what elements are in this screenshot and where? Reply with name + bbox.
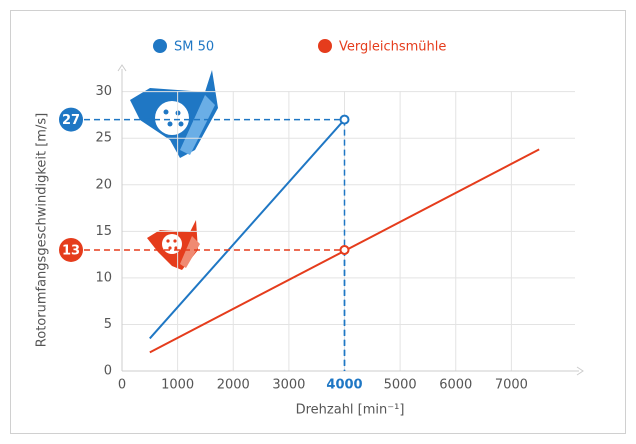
y-tick-label: 10 <box>95 270 112 285</box>
frame <box>10 10 626 434</box>
y-tick-label: 25 <box>95 131 112 146</box>
annotation-marker <box>339 114 350 125</box>
y-tick-label: 30 <box>95 84 112 99</box>
x-tick-label: 3000 <box>272 378 305 393</box>
legend-marker <box>318 39 332 53</box>
y-axis-arrow <box>117 64 127 72</box>
series-line <box>149 118 346 340</box>
x-tick-label: 1000 <box>161 378 194 393</box>
x-tick-label: 6000 <box>439 378 472 393</box>
rotor-icon-red <box>147 220 200 270</box>
legend-marker <box>153 39 167 53</box>
annotation-label: 27 <box>62 113 80 128</box>
annotation-badge <box>59 107 83 132</box>
x-tick-label: 4000 <box>326 378 362 393</box>
x-tick-label: 2000 <box>217 378 250 393</box>
y-tick-label: 20 <box>95 177 112 192</box>
legend-label: Vergleichsmühle <box>339 40 446 55</box>
x-axis-arrow <box>576 366 584 376</box>
legend-label: SM 50 <box>174 40 214 55</box>
x-tick-label: 0 <box>118 378 126 393</box>
x-tick-label: 7000 <box>495 378 528 393</box>
annotation-label: 13 <box>62 243 80 258</box>
y-tick-label: 15 <box>95 224 112 239</box>
annotation-marker <box>339 244 350 255</box>
rotor-icon-blue <box>130 70 218 158</box>
x-axis-label: Drehzahl [min⁻¹] <box>296 403 405 418</box>
y-tick-label: 0 <box>104 364 112 379</box>
annotation-badge <box>59 237 83 262</box>
y-tick-label: 5 <box>104 317 112 332</box>
y-axis-label: Rotorumfangsgeschwindigkeit [m/s] <box>35 113 50 347</box>
x-tick-label: 5000 <box>384 378 417 393</box>
